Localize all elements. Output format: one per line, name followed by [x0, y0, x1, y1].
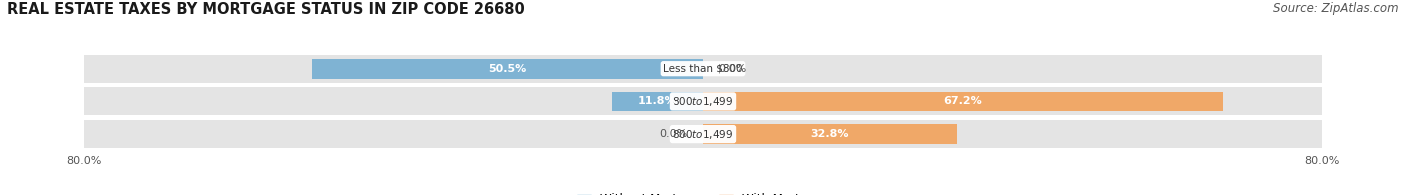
Bar [84, 120, 1322, 148]
Legend: Without Mortgage, With Mortgage: Without Mortgage, With Mortgage [576, 193, 830, 195]
Bar [312, 59, 703, 79]
Text: 50.5%: 50.5% [489, 64, 527, 74]
Text: 0.0%: 0.0% [718, 64, 747, 74]
Text: 11.8%: 11.8% [638, 96, 676, 106]
Text: 0.0%: 0.0% [659, 129, 688, 139]
Bar [84, 88, 1322, 115]
Text: $800 to $1,499: $800 to $1,499 [672, 128, 734, 141]
Bar [703, 124, 956, 144]
Bar [703, 92, 1223, 111]
Text: Source: ZipAtlas.com: Source: ZipAtlas.com [1274, 2, 1399, 15]
Text: Less than $800: Less than $800 [664, 64, 742, 74]
Text: $800 to $1,499: $800 to $1,499 [672, 95, 734, 108]
Text: REAL ESTATE TAXES BY MORTGAGE STATUS IN ZIP CODE 26680: REAL ESTATE TAXES BY MORTGAGE STATUS IN … [7, 2, 524, 17]
Bar [612, 92, 703, 111]
Bar [84, 55, 1322, 83]
Text: 67.2%: 67.2% [943, 96, 983, 106]
Text: 32.8%: 32.8% [811, 129, 849, 139]
